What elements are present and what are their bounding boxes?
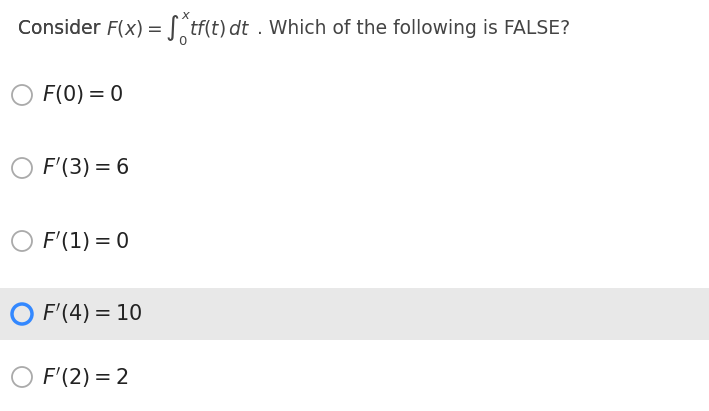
Bar — [0, 288, 709, 340]
Text: $F'(1) = 0$: $F'(1) = 0$ — [42, 229, 129, 254]
Text: Consider: Consider — [18, 19, 106, 38]
Text: $F'(2) = 2$: $F'(2) = 2$ — [42, 365, 128, 390]
Text: $F'(4) = 10$: $F'(4) = 10$ — [42, 302, 143, 326]
Text: Consider: Consider — [18, 19, 106, 38]
Text: $F(0) = 0$: $F(0) = 0$ — [42, 83, 123, 106]
Text: $F(x) = \int_0^x tf(t)\,dt$: $F(x) = \int_0^x tf(t)\,dt$ — [106, 10, 251, 48]
Text: $F'(3) = 6$: $F'(3) = 6$ — [42, 155, 129, 180]
Text: . Which of the following is FALSE?: . Which of the following is FALSE? — [251, 19, 570, 38]
